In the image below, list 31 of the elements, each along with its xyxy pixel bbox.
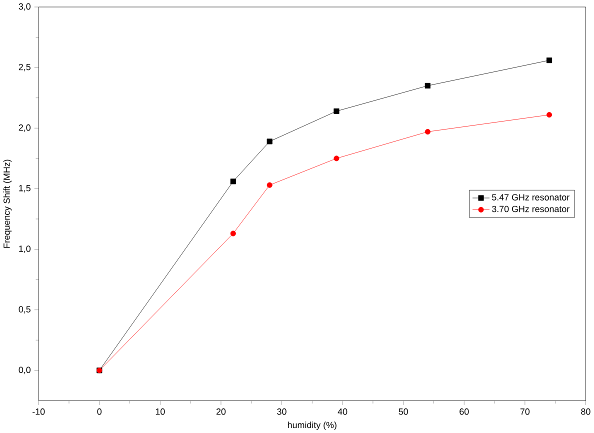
- point: [424, 128, 430, 134]
- point: [230, 178, 236, 184]
- x-tick-label: 50: [398, 408, 408, 415]
- x-tick-label: 30: [277, 408, 286, 415]
- point: [424, 82, 430, 88]
- y-tick-label: 0,5: [18, 306, 30, 314]
- y-tick-label: 1,0: [19, 245, 31, 253]
- legend-label: 5.47 GHz resonator: [492, 194, 570, 200]
- y-tick-label: 3,0: [18, 3, 31, 11]
- point: [230, 230, 236, 236]
- x-tick-label: 10: [156, 408, 165, 415]
- y-tick-label: 0,0: [18, 366, 31, 374]
- point: [334, 108, 340, 114]
- x-tick-label: 60: [460, 408, 469, 415]
- x-tick-label: -10: [32, 408, 45, 415]
- x-tick-label: 70: [520, 408, 530, 415]
- point: [266, 182, 272, 188]
- x-tick-label: 40: [338, 408, 348, 415]
- y-tick-label: 2,0: [18, 124, 31, 132]
- point: [266, 138, 272, 144]
- x-tick-label: 20: [216, 408, 226, 415]
- y-tick-label: 2,5: [18, 64, 30, 72]
- y-axis-title: Frequency Shift (MHz): [3, 160, 12, 248]
- y-tick-label: 1,5: [19, 184, 30, 192]
- x-axis-title: humidity (%): [288, 421, 336, 430]
- point: [546, 57, 552, 63]
- x-tick-label: 80: [581, 408, 590, 415]
- x-tick-label: 0: [97, 408, 102, 415]
- legend-label: 3.70 GHz resonator: [492, 206, 570, 212]
- point: [546, 112, 552, 118]
- point: [334, 156, 340, 162]
